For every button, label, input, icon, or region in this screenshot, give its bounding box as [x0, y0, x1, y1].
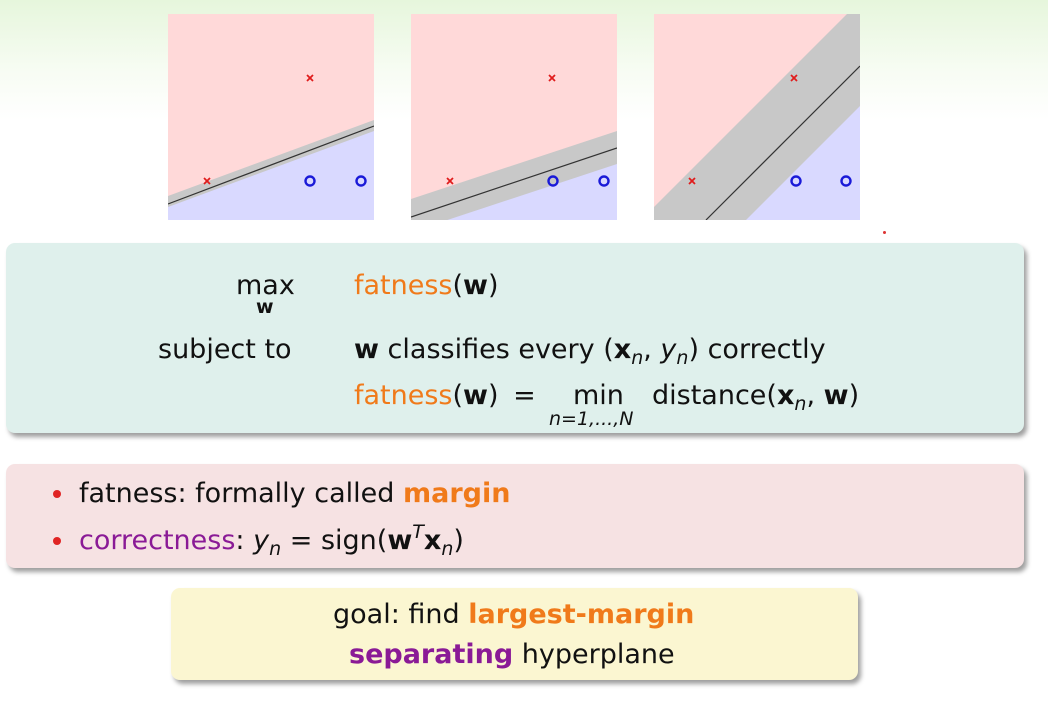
cross-point	[306, 74, 314, 82]
equals: =	[289, 525, 313, 556]
bullet	[53, 490, 61, 498]
fatness-fn: fatness	[354, 270, 453, 301]
cross-point	[446, 177, 454, 185]
constraint-y: y	[660, 334, 677, 365]
cross-point	[203, 177, 211, 185]
goal-prefix: goal: find	[333, 599, 469, 630]
max-subscript: w	[256, 296, 274, 318]
bullet	[53, 537, 61, 545]
distance-expr: distance(xn, w)	[652, 380, 860, 415]
sign-fn: sign	[320, 525, 377, 556]
objective-arg: w	[463, 270, 488, 301]
distance-fn: distance	[652, 380, 767, 411]
largest-margin-term: largest-margin	[468, 599, 695, 630]
circle-point	[355, 175, 367, 187]
stray-dot	[883, 231, 886, 234]
distance-w: w	[823, 380, 849, 411]
margin-band	[168, 120, 374, 207]
note-fatness: fatness: formally called margin	[79, 480, 510, 507]
max-label: max	[236, 270, 295, 301]
thin-margin-plot	[168, 14, 374, 220]
subject-to-label: subject to	[158, 334, 292, 365]
separating-line	[705, 65, 860, 220]
goal-box	[171, 588, 858, 680]
separating-line	[411, 147, 617, 218]
fatness-definition: fatness(w) =	[354, 380, 536, 411]
def-equals: =	[513, 380, 536, 411]
note-correctness: correctness: yn = sign(wTxn)	[79, 521, 464, 560]
margin-term: margin	[402, 478, 511, 509]
min-operator: min	[573, 380, 624, 411]
distance-n: n	[794, 393, 807, 415]
circle-point	[790, 175, 802, 187]
notes-box	[6, 464, 1024, 568]
constraint-line: w classifies every (xn, yn) correctly	[354, 334, 826, 369]
separating-term: separating	[349, 639, 514, 670]
goal-suffix: hyperplane	[513, 639, 675, 670]
cross-point	[548, 74, 556, 82]
circle-point	[840, 175, 852, 187]
objective: fatness(w)	[354, 270, 499, 301]
circle-point	[304, 175, 316, 187]
constraint-w: w	[354, 334, 379, 365]
constraint-tail: correctly	[707, 334, 826, 365]
w-var: w	[387, 525, 413, 556]
max-operator: max	[236, 272, 295, 299]
constraint-text: classifies every	[387, 334, 595, 365]
medium-margin-plot	[411, 14, 617, 220]
y-var: y	[253, 525, 270, 556]
circle-point	[547, 175, 559, 187]
circle-point	[598, 175, 610, 187]
min-subscript: n=1,...,N	[549, 408, 634, 430]
distance-x: x	[776, 380, 795, 411]
goal-line-2: separating hyperplane	[349, 641, 675, 668]
fat-margin-plot	[654, 14, 860, 220]
colon: :	[235, 525, 245, 556]
constraint-n2: n	[676, 347, 689, 369]
def-fn: fatness	[354, 380, 453, 411]
separating-line	[168, 125, 374, 205]
constraint-x: x	[613, 334, 632, 365]
x-var: x	[423, 525, 442, 556]
margin-band	[654, 14, 860, 220]
y-sub: n	[269, 538, 282, 560]
constraint-n: n	[631, 347, 644, 369]
correctness-term: correctness	[79, 525, 236, 556]
formulation-box	[6, 243, 1024, 433]
transpose: T	[412, 521, 424, 543]
x-sub: n	[441, 538, 454, 560]
goal-line-1: goal: find largest-margin	[333, 601, 694, 628]
note-fatness-text: fatness: formally called	[79, 478, 403, 509]
def-arg: w	[463, 380, 488, 411]
margin-band	[411, 131, 617, 220]
cross-point	[688, 177, 696, 185]
cross-point	[790, 74, 798, 82]
